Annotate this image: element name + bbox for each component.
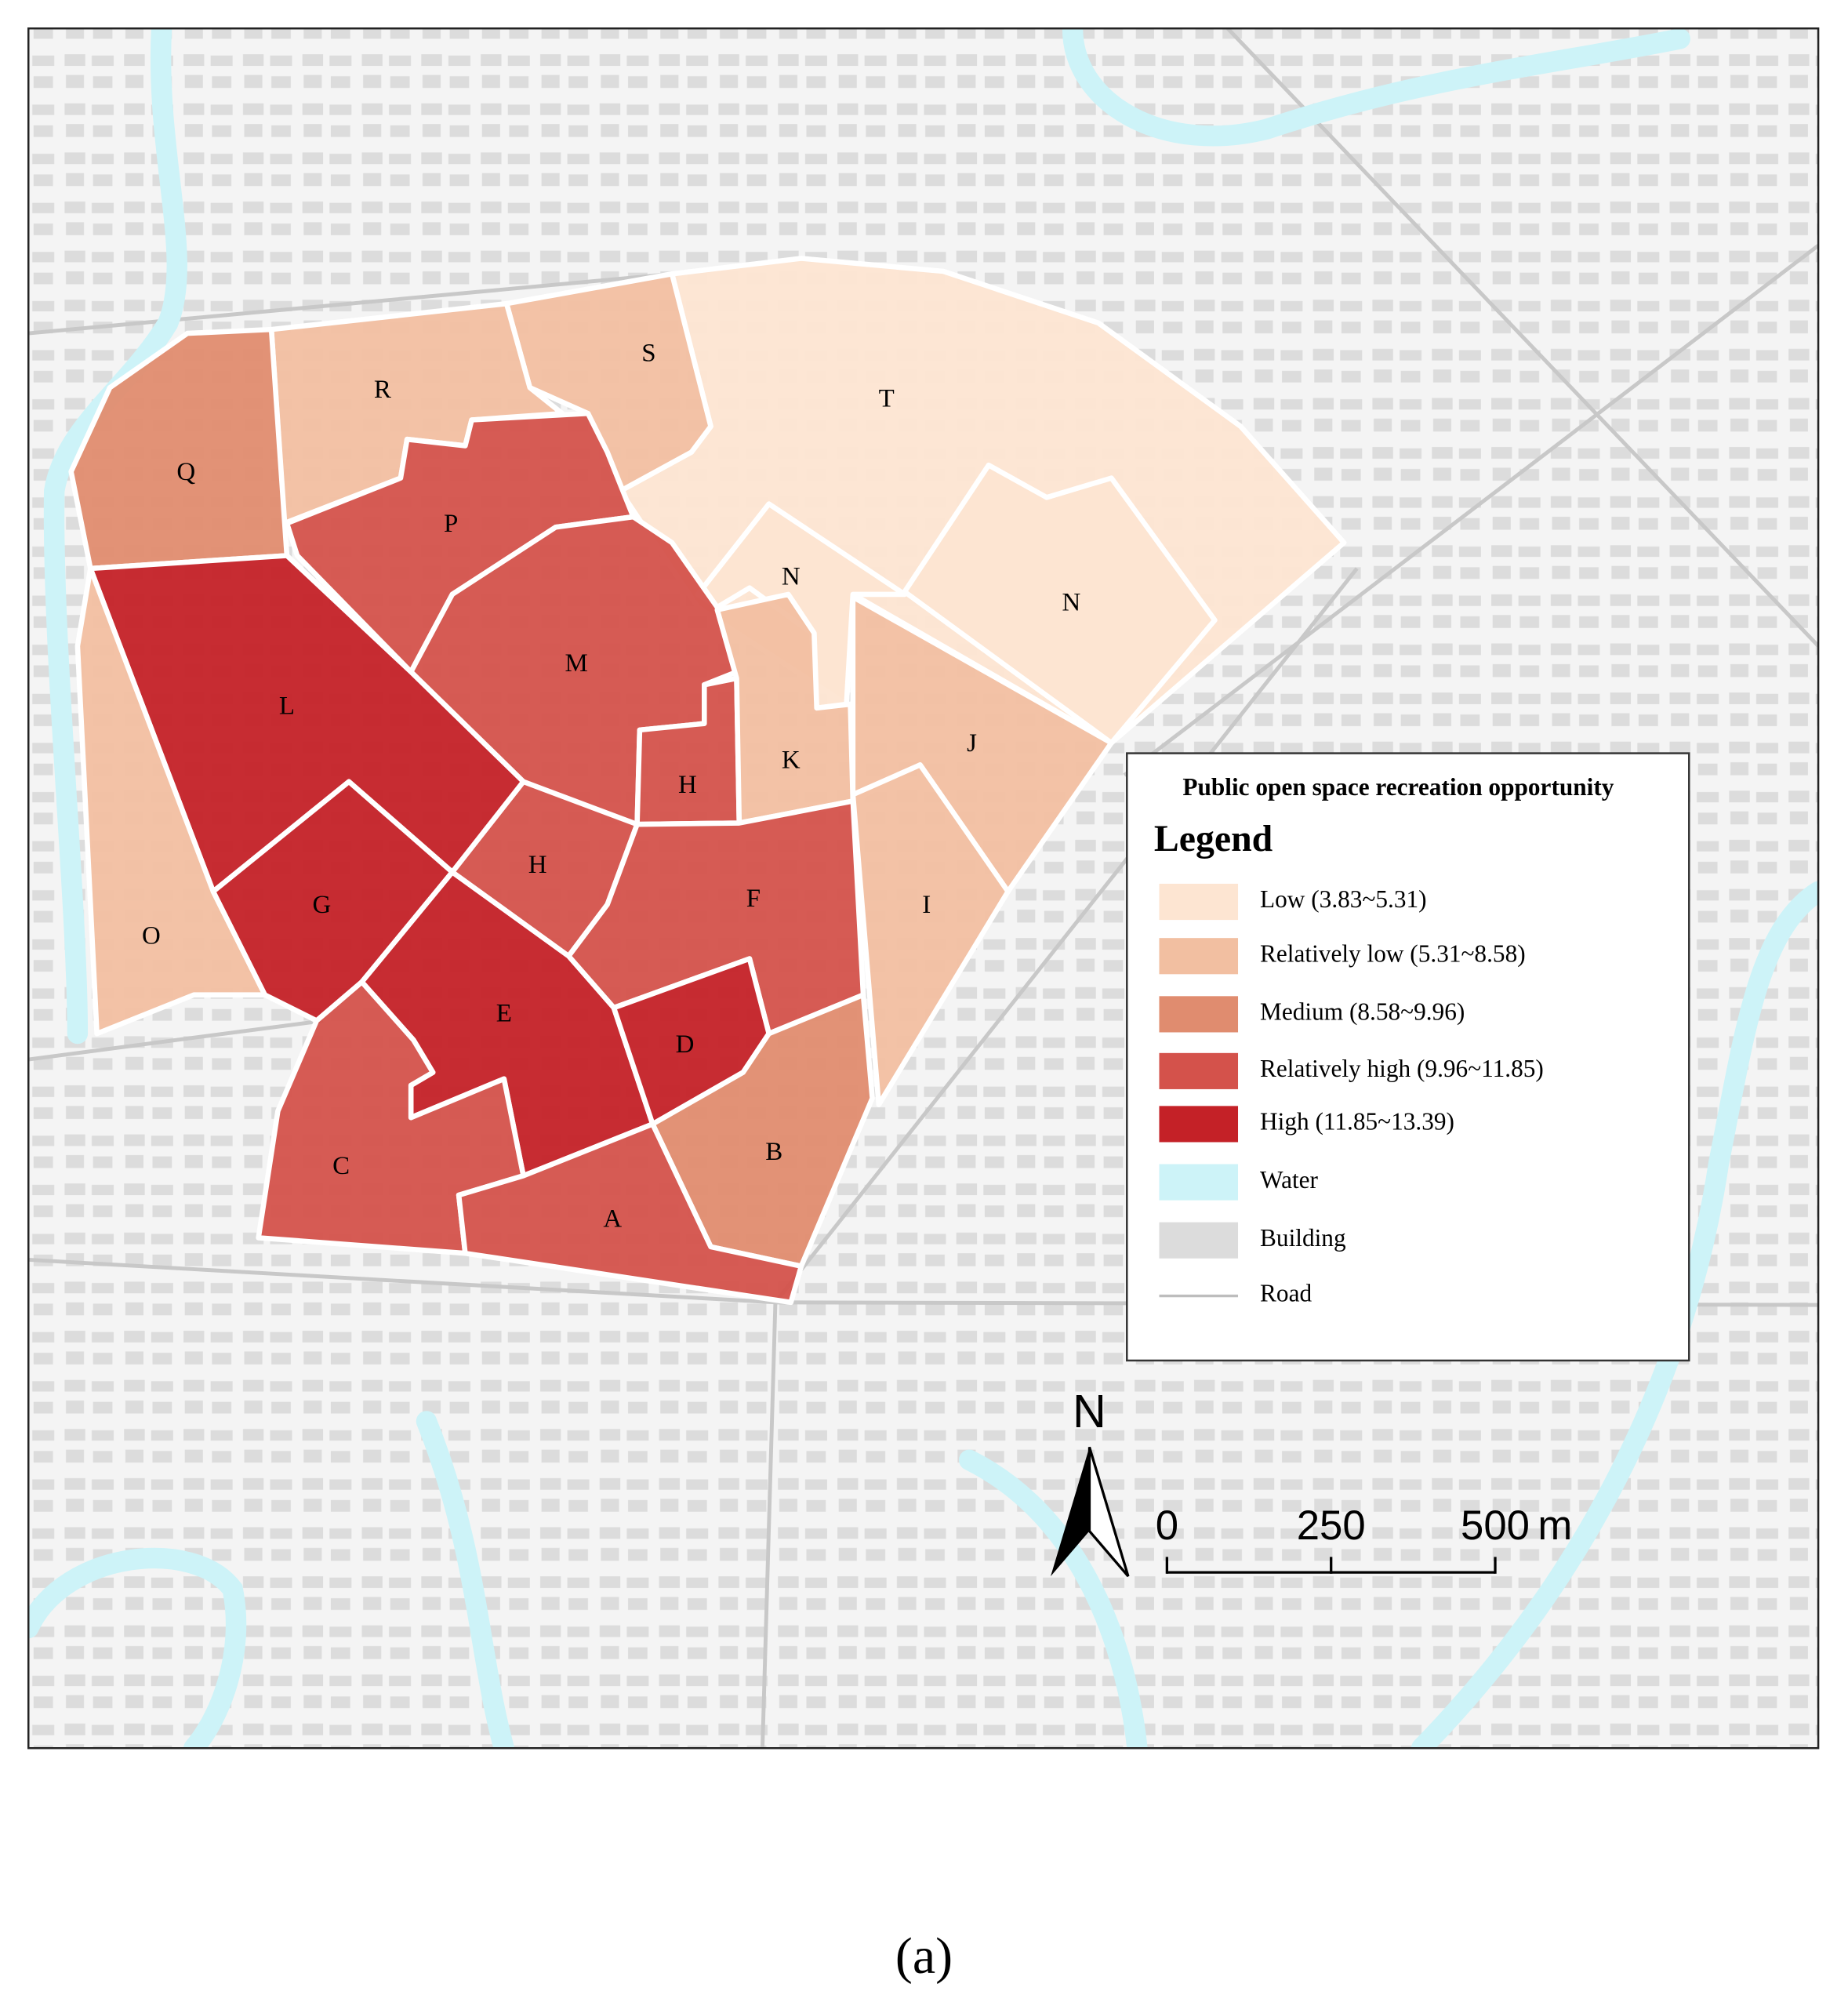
zone-label: J: [967, 729, 977, 758]
zone-label: P: [444, 510, 458, 538]
scale-unit: m: [1538, 1502, 1572, 1549]
zone-label: H: [678, 771, 697, 799]
zones: T N N S R Q P M H K J I L O G H F E D B C A: [68, 256, 1347, 1306]
legend-title: Public open space recreation opportunity: [1182, 773, 1614, 801]
zone-label: N: [1062, 589, 1081, 617]
zone-label: N: [782, 563, 801, 591]
scale-tick-label: 0: [1156, 1502, 1178, 1549]
zone-label: C: [332, 1152, 350, 1180]
zone-label: O: [142, 922, 161, 950]
legend-swatch: [1159, 1106, 1239, 1143]
zone-label: Q: [176, 458, 195, 486]
zone-label: S: [641, 340, 655, 368]
zone-label: L: [279, 692, 295, 720]
legend-label: Road: [1260, 1280, 1312, 1307]
caption: (a): [895, 1928, 953, 1985]
zone-area: [456, 1121, 804, 1306]
north-arrow-right: [1087, 1446, 1130, 1578]
legend-label: Low (3.83~5.31): [1260, 885, 1427, 913]
zone-area: [503, 271, 713, 494]
legend-swatch: [1159, 883, 1239, 921]
zone-label: T: [879, 384, 895, 412]
zone-label: A: [603, 1205, 622, 1234]
scale-tick-label: 250: [1297, 1502, 1366, 1549]
zone-label: M: [565, 649, 587, 678]
legend-swatch: [1159, 1222, 1239, 1259]
scale-tick-label: 500: [1461, 1502, 1530, 1549]
legend-label: Relatively low (5.31~8.58): [1260, 939, 1526, 967]
zone-label: E: [496, 1000, 512, 1028]
zone-area: [850, 762, 1011, 1108]
legend-swatch: [1159, 938, 1239, 975]
zone-label: D: [676, 1030, 695, 1059]
legend-label: Relatively high (9.96~11.85): [1260, 1055, 1544, 1082]
legend-items: Low (3.83~5.31) Relatively low (5.31~8.58…: [1159, 883, 1544, 1307]
zone-label: H: [528, 851, 547, 879]
legend-swatch: [1159, 996, 1239, 1033]
zone-label: F: [746, 885, 761, 913]
legend-label: Medium (8.58~9.96): [1260, 998, 1465, 1026]
legend-label: Water: [1260, 1166, 1319, 1194]
legend-label: Building: [1260, 1224, 1346, 1252]
zone-area: [256, 979, 526, 1256]
zone-label: K: [782, 747, 801, 775]
map-frame: [27, 27, 1820, 1750]
legend-swatch: [1159, 1052, 1239, 1089]
scale-bar: 0 250 500 m: [1156, 1502, 1572, 1574]
legend: Public open space recreation opportunity…: [1126, 752, 1690, 1362]
legend-swatch: [1159, 1164, 1239, 1201]
zone-label: G: [313, 891, 332, 919]
legend-heading: Legend: [1154, 818, 1273, 859]
zone-label: B: [765, 1138, 782, 1166]
zone-label: I: [922, 891, 931, 919]
legend-label: High (11.85~13.39): [1260, 1108, 1454, 1135]
zone-label: R: [374, 376, 391, 404]
north-label: N: [1073, 1385, 1106, 1437]
